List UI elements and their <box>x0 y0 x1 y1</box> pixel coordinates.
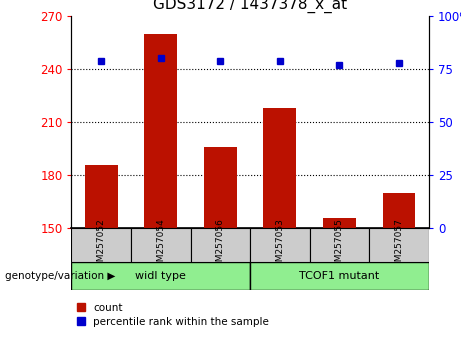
Bar <box>383 193 415 228</box>
Bar <box>131 228 190 262</box>
Text: GSM257052: GSM257052 <box>97 218 106 273</box>
Bar <box>71 228 131 262</box>
Bar <box>264 108 296 228</box>
Bar <box>85 165 118 228</box>
Bar <box>144 34 177 228</box>
Bar <box>71 262 250 290</box>
Bar <box>204 147 236 228</box>
Title: GDS3172 / 1437378_x_at: GDS3172 / 1437378_x_at <box>153 0 347 13</box>
Legend: count, percentile rank within the sample: count, percentile rank within the sample <box>77 303 269 327</box>
Bar <box>369 228 429 262</box>
Text: GSM257056: GSM257056 <box>216 218 225 273</box>
Bar <box>250 262 429 290</box>
Text: GSM257053: GSM257053 <box>275 218 284 273</box>
Bar <box>323 218 356 228</box>
Text: GSM257055: GSM257055 <box>335 218 344 273</box>
Bar <box>310 228 369 262</box>
Bar <box>190 228 250 262</box>
Bar <box>250 228 310 262</box>
Text: genotype/variation ▶: genotype/variation ▶ <box>5 271 115 281</box>
Text: TCOF1 mutant: TCOF1 mutant <box>299 271 379 281</box>
Text: widl type: widl type <box>136 271 186 281</box>
Text: GSM257054: GSM257054 <box>156 218 165 273</box>
Text: GSM257057: GSM257057 <box>395 218 403 273</box>
